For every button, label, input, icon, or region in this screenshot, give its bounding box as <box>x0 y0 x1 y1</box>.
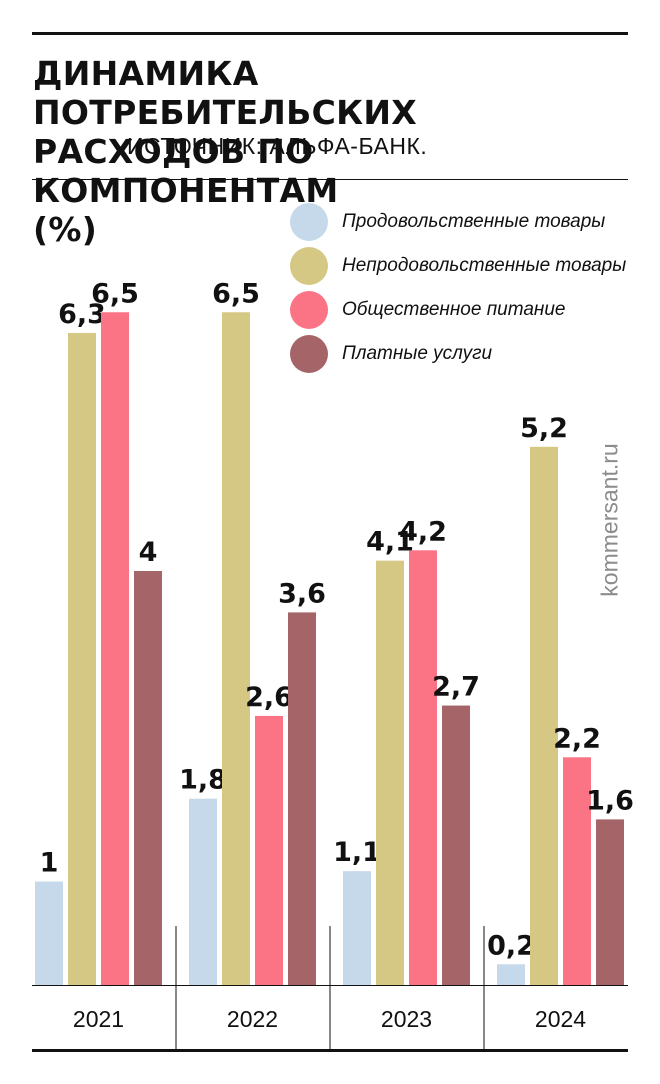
top-rule <box>32 32 628 35</box>
legend-item-services: Платные услуги <box>290 332 626 376</box>
x-tick-label-2024: 2024 <box>535 1006 586 1032</box>
data-label-2022-series-4: 3,6 <box>278 578 326 609</box>
legend-swatch-nonfood <box>290 247 328 285</box>
data-label-2023-series-2: 4,1 <box>366 527 414 558</box>
data-label-2023-series-1: 1,1 <box>333 837 381 868</box>
data-label-2024-series-3: 2,2 <box>553 723 601 754</box>
legend-swatch-catering <box>290 291 328 329</box>
legend-item-catering: Общественное питание <box>290 288 626 332</box>
data-label-2024-series-2: 5,2 <box>520 413 568 444</box>
bar-2022-series-2 <box>222 312 250 985</box>
data-label-2024-series-4: 1,6 <box>586 785 634 816</box>
data-label-2022-series-2: 6,5 <box>212 278 260 309</box>
bar-2024-series-3 <box>563 757 591 985</box>
chart-title: ДИНАМИКА ПОТРЕБИТЕЛЬСКИХ РАСХОДОВ ПО КОМ… <box>33 54 623 249</box>
bar-2023-series-3 <box>409 550 437 985</box>
x-tick-label-2022: 2022 <box>227 1006 278 1032</box>
bar-2022-series-3 <box>255 715 283 985</box>
bar-2024-series-2 <box>530 446 558 985</box>
chart-legend: Продовольственные товары Непродовольстве… <box>290 200 626 376</box>
legend-swatch-food <box>290 203 328 241</box>
bar-2023-series-4 <box>442 705 470 985</box>
legend-label-catering: Общественное питание <box>342 299 566 320</box>
bar-2023-series-1 <box>343 871 371 985</box>
bar-2023-series-2 <box>376 560 404 985</box>
bar-2022-series-4 <box>288 612 316 985</box>
bottom-rule <box>32 1049 628 1052</box>
header-rule <box>32 179 628 180</box>
legend-item-food: Продовольственные товары <box>290 200 626 244</box>
x-tick-label-2021: 2021 <box>73 1006 124 1032</box>
bar-2022-series-1 <box>189 798 217 985</box>
bar-2021-series-1 <box>35 881 63 985</box>
legend-item-nonfood: Непродовольственные товары <box>290 244 626 288</box>
data-label-2022-series-3: 2,6 <box>245 682 293 713</box>
bar-2021-series-4 <box>134 571 162 985</box>
chart-unit: (%) <box>33 210 98 249</box>
data-label-2022-series-1: 1,8 <box>179 765 227 796</box>
data-label-2021-series-2: 6,3 <box>58 299 106 330</box>
x-tick-label-2023: 2023 <box>381 1006 432 1032</box>
data-label-2024-series-1: 0,2 <box>487 930 535 961</box>
bar-2024-series-4 <box>596 819 624 985</box>
data-label-2023-series-4: 2,7 <box>432 672 480 703</box>
chart-title-text: ДИНАМИКА ПОТРЕБИТЕЛЬСКИХ РАСХОДОВ ПО КОМ… <box>33 54 418 210</box>
legend-label-nonfood: Непродовольственные товары <box>342 255 627 276</box>
chart-source: ИСТОЧНИК: АЛЬФА-БАНК. <box>127 133 428 159</box>
bar-2021-series-3 <box>101 312 129 985</box>
bar-2021-series-2 <box>68 332 96 985</box>
data-label-2021-series-4: 4 <box>139 537 158 568</box>
data-label-2021-series-1: 1 <box>40 848 59 879</box>
bar-2024-series-1 <box>497 964 525 985</box>
data-label-2023-series-3: 4,2 <box>399 516 447 547</box>
legend-swatch-services <box>290 335 328 373</box>
data-label-2021-series-3: 6,5 <box>91 278 139 309</box>
legend-label-food: Продовольственные товары <box>342 211 606 232</box>
legend-label-services: Платные услуги <box>342 343 493 364</box>
